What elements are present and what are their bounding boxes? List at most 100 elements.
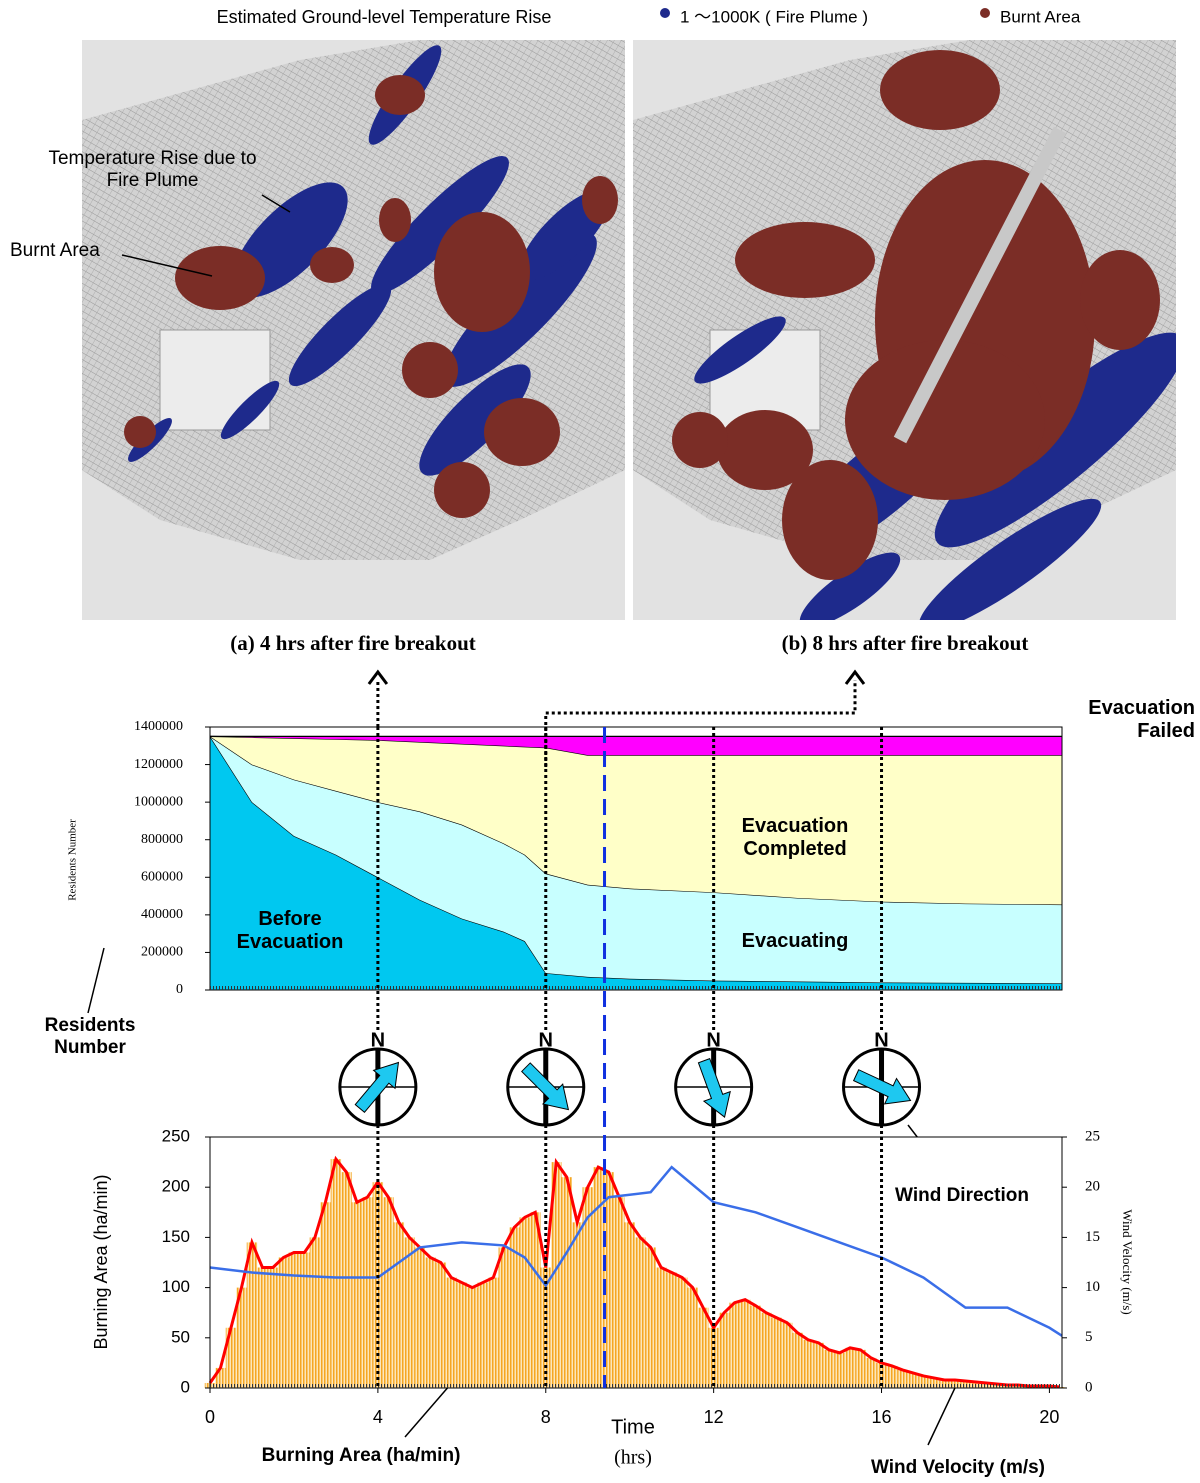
bar [520,1217,530,1388]
x-tick-label: 0 [205,1407,215,1427]
y-tick-label: 50 [171,1327,190,1346]
legend-label: Burnt Area [1000,7,1081,26]
bar [740,1300,750,1388]
bar [383,1197,393,1388]
header-title: Estimated Ground-level Temperature Rise [217,7,552,27]
y2-axis-title: Wind Velocity (m/s) [1120,1209,1135,1314]
bar [362,1197,372,1388]
bar [698,1308,708,1388]
x-tick-label: 12 [704,1407,724,1427]
y-tick-label: 600000 [141,870,183,885]
y2-tick-label: 20 [1085,1179,1100,1195]
y-axis-title: Residents Number [67,819,79,901]
map-blob [782,460,878,580]
y-tick-label: 250 [162,1126,190,1145]
figure-canvas: Estimated Ground-level Temperature Rise … [0,0,1200,1483]
bar [310,1237,320,1388]
bar [341,1172,351,1388]
map-blob [880,50,1000,130]
y2-tick-label: 10 [1085,1279,1100,1295]
bar [436,1263,446,1389]
bar [687,1288,697,1388]
y-axis-title: Burning Area (ha/min) [91,1174,111,1349]
map-blob [402,342,458,398]
map-blob [434,462,490,518]
bar [320,1202,330,1388]
series-label: Before Evacuation [215,908,365,954]
bar [425,1257,435,1388]
bar [593,1167,603,1388]
bar [719,1313,729,1388]
bar [729,1303,739,1388]
bar [572,1222,582,1388]
map-blob [175,246,265,310]
legend-swatch [660,8,670,18]
bar [562,1177,572,1388]
series-label: Evacuating [715,930,875,953]
series-label: Wind Velocity (m/s) [871,1457,1045,1478]
y-tick-label: 100 [162,1277,190,1296]
legend-swatch [980,8,990,18]
series-label: Evacuation Failed [1075,697,1195,743]
bar [467,1288,477,1388]
map-blob [310,247,354,283]
y-tick-label: 200000 [141,945,183,960]
bar [824,1350,834,1388]
y-tick-label: 800000 [141,832,183,847]
bar [457,1283,467,1388]
bar [782,1323,792,1388]
map-blob [379,198,411,242]
y2-tick-label: 0 [1085,1379,1093,1395]
bar [677,1278,687,1388]
y-tick-label: 1000000 [134,794,183,809]
map-b [633,40,1200,648]
bar [268,1268,278,1388]
x-tick-label: 8 [541,1407,551,1427]
y2-tick-label: 25 [1085,1128,1100,1144]
x-tick-label: 4 [373,1407,383,1427]
annotation: Wind Direction [895,1185,1029,1206]
map-annotation: Burnt Area [10,240,100,262]
bar [478,1283,488,1388]
bar [624,1222,634,1388]
annotation: Residents Number [25,1015,155,1059]
y2-tick-label: 5 [1085,1329,1093,1345]
bar [761,1313,771,1388]
bar [750,1306,760,1388]
figure: Estimated Ground-level Temperature Rise … [0,0,1200,1483]
bar [803,1340,813,1388]
bar [499,1247,509,1388]
bar [645,1247,655,1388]
map-blob [1080,250,1160,350]
bar [278,1257,288,1388]
y-tick-label: 0 [176,982,183,997]
series-label: Evacuation Completed [705,815,885,861]
map-annotation: Temperature Rise due to Fire Plume [40,148,265,192]
bar [373,1182,383,1388]
map-caption: (a) 4 hrs after fire breakout [230,631,476,655]
map-blob [375,75,425,115]
bar [666,1273,676,1388]
map-a [82,38,625,620]
bar [855,1350,865,1388]
arrowhead [846,672,864,684]
y-tick-label: 1200000 [134,757,183,772]
map-blob [484,398,560,466]
bar [404,1237,414,1388]
bar [614,1197,624,1388]
map-blob [672,412,728,468]
map-blob [434,212,530,332]
y-tick-label: 400000 [141,907,183,922]
map-blob [124,416,156,448]
y2-tick-label: 15 [1085,1229,1100,1245]
x-axis-unit: (hrs) [614,1447,652,1469]
bar [656,1268,666,1388]
y-tick-label: 0 [181,1377,190,1396]
legend-label: 1 ～1000K ( Fire Plume ) [680,7,868,26]
x-tick-label: 16 [872,1407,892,1427]
map-blob [582,176,618,224]
map-blob [735,222,875,298]
bar [845,1348,855,1388]
bar [771,1318,781,1388]
bar [257,1268,267,1388]
